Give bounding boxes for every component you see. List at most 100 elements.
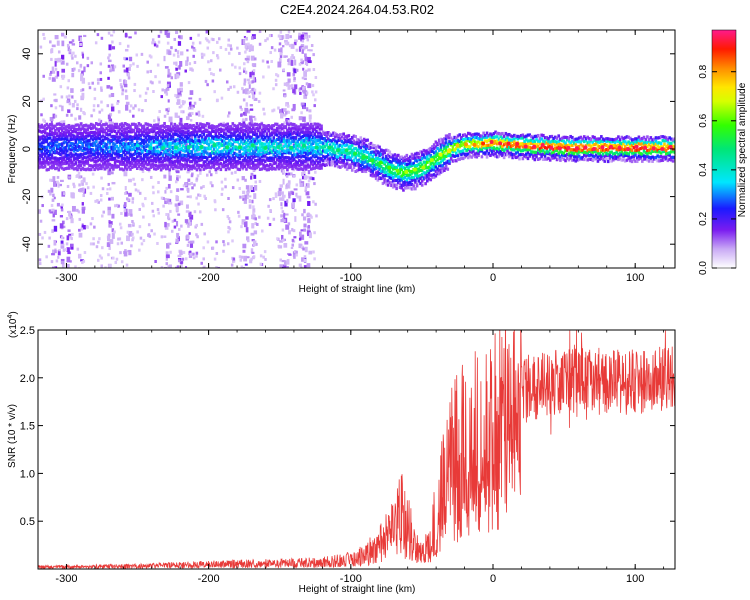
heatmap-cell — [89, 222, 93, 226]
heatmap-cell — [501, 151, 504, 156]
heatmap-cell — [241, 134, 245, 138]
heatmap-cell — [130, 147, 134, 152]
heatmap-cell — [528, 152, 531, 157]
heatmap-cell — [414, 187, 417, 191]
heatmap-cell — [127, 157, 131, 161]
heatmap-cell — [177, 254, 182, 258]
heatmap-cell — [187, 151, 190, 155]
heatmap-cell — [390, 180, 393, 185]
heatmap-cell — [50, 153, 54, 157]
heatmap-cell — [141, 202, 144, 206]
heatmap-cell — [284, 200, 288, 207]
heatmap-cell — [205, 162, 209, 167]
heatmap-cell — [400, 186, 404, 190]
heatmap-cell — [277, 162, 281, 166]
heatmap-cell — [108, 197, 111, 201]
heatmap-cell — [132, 145, 136, 149]
heatmap-cell — [113, 162, 117, 167]
heatmap-cell — [480, 145, 484, 149]
heatmap-cell — [140, 52, 144, 56]
heatmap-cell — [78, 175, 82, 179]
heatmap-cell — [229, 127, 233, 131]
heatmap-cell — [149, 150, 153, 155]
heatmap-cell — [180, 126, 183, 130]
heatmap-cell — [390, 170, 393, 175]
heatmap-cell — [197, 141, 200, 145]
heatmap-cell — [84, 140, 88, 144]
heatmap-cell — [340, 158, 344, 163]
heatmap-cell — [255, 136, 258, 140]
heatmap-cell — [398, 162, 402, 166]
heatmap-cell — [359, 136, 363, 140]
heatmap-cell — [374, 176, 378, 181]
heatmap-cell — [108, 121, 112, 127]
heatmap-cell — [408, 182, 412, 186]
heatmap-cell — [142, 204, 145, 208]
heatmap-cell — [518, 142, 521, 146]
heatmap-cell — [42, 165, 45, 169]
heatmap-cell — [84, 151, 88, 155]
heatmap-cell — [59, 161, 62, 165]
heatmap-cell — [132, 128, 136, 133]
heatmap-cell — [45, 156, 49, 160]
heatmap-cell — [217, 158, 221, 162]
heatmap-cell — [335, 155, 339, 159]
heatmap-cell — [373, 163, 376, 168]
heatmap-cell — [128, 66, 131, 71]
heatmap-cell — [136, 230, 139, 234]
heatmap-cell — [89, 136, 93, 140]
heatmap-cell — [248, 135, 252, 139]
heatmap-cell — [175, 30, 179, 35]
heatmap-cell — [246, 148, 250, 152]
heatmap-cell — [267, 204, 270, 208]
heatmap-cell — [245, 150, 248, 154]
heatmap-cell — [458, 157, 462, 161]
heatmap-cell — [64, 148, 67, 152]
heatmap-cell — [226, 149, 229, 153]
heatmap-cell — [516, 137, 520, 141]
heatmap-cell — [211, 157, 214, 161]
heatmap-cell — [228, 142, 231, 146]
heatmap-cell — [166, 164, 170, 168]
heatmap-cell — [139, 236, 143, 240]
heatmap-cell — [134, 31, 137, 35]
heatmap-cell — [233, 158, 236, 162]
heatmap-cell — [188, 123, 192, 128]
heatmap-cell — [460, 149, 463, 154]
heatmap-cell — [333, 135, 337, 139]
heatmap-cell — [311, 135, 315, 140]
heatmap-cell — [320, 152, 323, 156]
heatmap-cell — [189, 36, 193, 40]
heatmap-cell — [240, 107, 244, 111]
heatmap-cell — [241, 152, 245, 156]
heatmap-cell — [494, 139, 497, 144]
heatmap-cell — [318, 135, 322, 139]
heatmap-cell — [393, 157, 397, 161]
heatmap-cell — [347, 157, 351, 162]
heatmap-cell — [103, 153, 107, 158]
heatmap-cell — [420, 163, 424, 167]
heatmap-cell — [64, 145, 67, 150]
heatmap-cell — [283, 194, 286, 198]
heatmap-cell — [415, 167, 419, 171]
heatmap-cell — [202, 146, 206, 150]
heatmap-cell — [275, 164, 279, 168]
heatmap-cell — [192, 147, 195, 151]
heatmap-cell — [178, 93, 182, 97]
heatmap-cell — [489, 143, 492, 147]
heatmap-cell — [227, 217, 231, 221]
heatmap-cell — [154, 140, 158, 144]
heatmap-cell — [272, 128, 276, 132]
heatmap-cell — [267, 151, 270, 155]
heatmap-cell — [180, 132, 183, 137]
heatmap-cell — [88, 86, 92, 90]
heatmap-cell — [233, 165, 236, 169]
heatmap-cell — [320, 141, 323, 145]
heatmap-cell — [153, 119, 156, 123]
heatmap-cell — [72, 51, 75, 55]
heatmap-cell — [99, 86, 103, 90]
heatmap-cell — [131, 197, 135, 201]
heatmap-cell — [49, 40, 52, 44]
heatmap-cell — [173, 122, 177, 127]
heatmap-cell — [60, 142, 64, 146]
